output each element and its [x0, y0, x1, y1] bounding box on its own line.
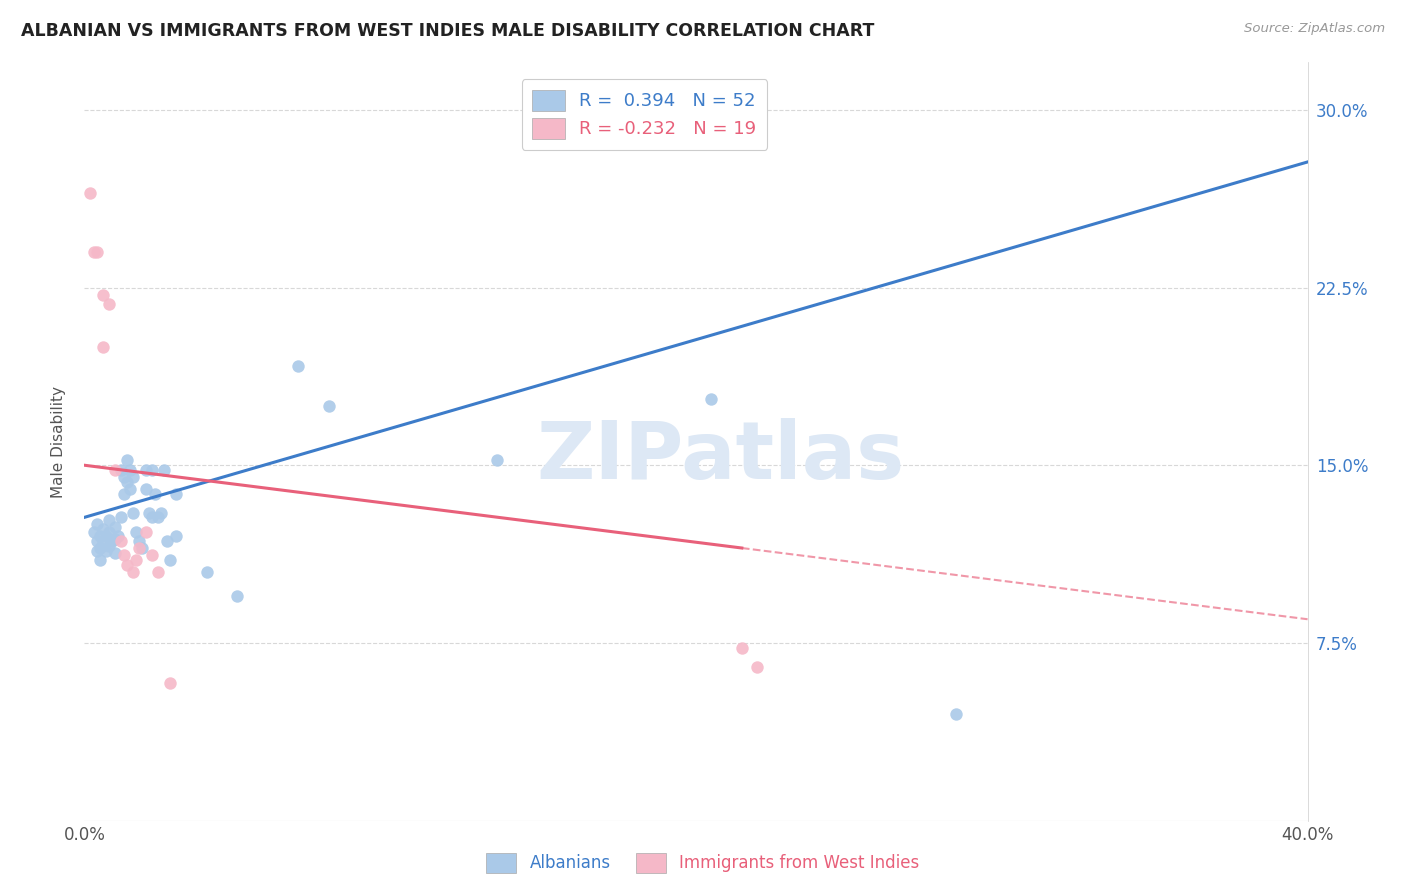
Point	[104, 546, 127, 560]
Point	[128, 534, 150, 549]
Point	[287, 359, 309, 373]
Point	[104, 520, 127, 534]
Point	[115, 558, 138, 572]
Point	[146, 510, 169, 524]
Point	[131, 541, 153, 556]
Point	[94, 543, 117, 558]
Point	[125, 553, 148, 567]
Point	[83, 524, 105, 539]
Point	[97, 539, 120, 553]
Point	[115, 475, 138, 489]
Point	[91, 340, 114, 354]
Point	[318, 399, 340, 413]
Point	[122, 565, 145, 579]
Point	[120, 482, 142, 496]
Point	[110, 510, 132, 524]
Point	[86, 543, 108, 558]
Legend: R =  0.394   N = 52, R = -0.232   N = 19: R = 0.394 N = 52, R = -0.232 N = 19	[522, 79, 768, 150]
Point	[79, 186, 101, 200]
Point	[135, 463, 157, 477]
Point	[156, 534, 179, 549]
Point	[945, 706, 967, 721]
Point	[122, 470, 145, 484]
Point	[110, 463, 132, 477]
Point	[110, 534, 132, 549]
Point	[101, 534, 124, 549]
Point	[91, 522, 114, 536]
Point	[149, 506, 172, 520]
Point	[135, 524, 157, 539]
Point	[731, 640, 754, 655]
Point	[226, 589, 249, 603]
Text: Source: ZipAtlas.com: Source: ZipAtlas.com	[1244, 22, 1385, 36]
Point	[128, 541, 150, 556]
Point	[165, 529, 187, 543]
Point	[195, 565, 218, 579]
Point	[86, 517, 108, 532]
Point	[747, 659, 769, 673]
Point	[122, 506, 145, 520]
Point	[159, 676, 181, 690]
Point	[107, 529, 129, 543]
Point	[141, 463, 163, 477]
Point	[97, 513, 120, 527]
Point	[97, 524, 120, 539]
Text: ZIPatlas: ZIPatlas	[536, 417, 904, 496]
Point	[165, 486, 187, 500]
Y-axis label: Male Disability: Male Disability	[51, 385, 66, 498]
Point	[89, 529, 111, 543]
Point	[104, 532, 127, 546]
Point	[112, 486, 135, 500]
Point	[146, 565, 169, 579]
Point	[86, 244, 108, 259]
Point	[159, 553, 181, 567]
Point	[104, 463, 127, 477]
Point	[120, 463, 142, 477]
Point	[135, 482, 157, 496]
Point	[112, 470, 135, 484]
Point	[91, 534, 114, 549]
Point	[486, 453, 509, 467]
Point	[83, 244, 105, 259]
Point	[143, 486, 166, 500]
Point	[700, 392, 723, 406]
Point	[86, 534, 108, 549]
Point	[138, 506, 160, 520]
Point	[89, 553, 111, 567]
Point	[94, 529, 117, 543]
Point	[125, 524, 148, 539]
Point	[97, 297, 120, 311]
Point	[153, 463, 176, 477]
Point	[141, 510, 163, 524]
Point	[91, 287, 114, 301]
Legend: Albanians, Immigrants from West Indies: Albanians, Immigrants from West Indies	[479, 847, 927, 880]
Point	[115, 453, 138, 467]
Text: ALBANIAN VS IMMIGRANTS FROM WEST INDIES MALE DISABILITY CORRELATION CHART: ALBANIAN VS IMMIGRANTS FROM WEST INDIES …	[21, 22, 875, 40]
Point	[89, 541, 111, 556]
Point	[141, 548, 163, 563]
Point	[112, 548, 135, 563]
